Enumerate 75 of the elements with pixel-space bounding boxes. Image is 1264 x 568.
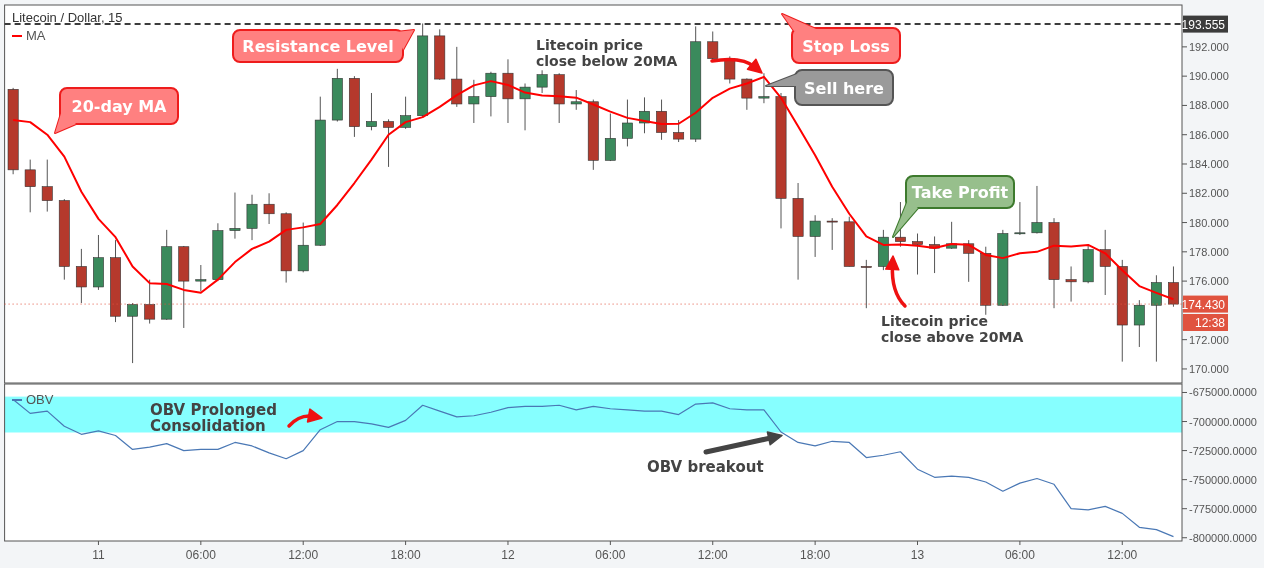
candlestick [366, 92, 377, 131]
x-tick-label: 18:00 [800, 548, 831, 562]
candlestick [741, 77, 753, 111]
y-tick-label: 176.000 [1189, 275, 1229, 288]
y-tick-label: 180.000 [1189, 216, 1229, 229]
candlestick [383, 118, 394, 168]
x-tick-label: 06:00 [1004, 548, 1036, 562]
candlestick [1133, 299, 1145, 348]
candlestick [570, 89, 582, 111]
annotation: Litecoin price close below 20MA [536, 37, 678, 69]
candlestick [1065, 265, 1077, 303]
y-tick-label: -725000.0000 [1189, 444, 1257, 457]
candlestick [1150, 274, 1162, 363]
candlestick [604, 112, 616, 162]
x-tick-label: 13 [910, 548, 925, 562]
annotation: OBV Prolonged Consolidation [150, 401, 277, 435]
annotation: Resistance Level [242, 37, 394, 56]
candlestick [1031, 185, 1043, 235]
candlestick [1014, 201, 1026, 236]
x-tick-label: 12 [501, 548, 515, 562]
candlestick [24, 159, 36, 213]
candlestick [622, 99, 633, 147]
candlestick [536, 69, 548, 94]
y-tick-label: -775000.0000 [1189, 502, 1257, 515]
y-tick-label: -750000.0000 [1189, 473, 1257, 486]
y-tick-label: 190.000 [1189, 70, 1229, 83]
y-tick-label: 178.000 [1189, 245, 1229, 258]
ref-line-label: 174.430 [1181, 297, 1226, 312]
x-tick-label: 06:00 [185, 548, 217, 562]
annotation: OBV breakout [647, 458, 764, 476]
y-tick-label: 172.000 [1189, 333, 1229, 346]
annotation: Take Profit [911, 183, 1009, 202]
x-tick-label: 11 [92, 548, 105, 562]
chart-title: Litecoin / Dollar, 15 [12, 10, 123, 25]
candlestick [485, 71, 497, 117]
candlestick [229, 192, 241, 240]
candlestick [860, 259, 872, 309]
x-tick-label: 18:00 [390, 548, 421, 562]
candlestick [41, 159, 53, 213]
candlestick [912, 233, 923, 276]
candlestick [758, 72, 770, 104]
candlestick [263, 192, 275, 225]
legend-label: MA [26, 28, 46, 43]
candlestick [75, 248, 87, 304]
y-tick-label: 192.000 [1189, 40, 1229, 53]
candlestick [468, 79, 480, 124]
annotation: Sell here [804, 78, 885, 98]
candlestick [144, 279, 156, 325]
ref-line-label: 193.555 [1181, 17, 1226, 32]
x-tick-label: 12:00 [1107, 548, 1138, 562]
x-tick-label: 06:00 [595, 548, 626, 562]
candlestick [1168, 265, 1179, 308]
y-tick-label: 186.000 [1189, 128, 1229, 141]
x-tick-label: 12:00 [288, 548, 319, 562]
candlestick [707, 31, 719, 61]
candlestick [673, 119, 685, 143]
y-tick-label: -675000.0000 [1189, 386, 1257, 399]
annotation: 20-day MA [71, 97, 168, 116]
candlestick [724, 55, 736, 84]
y-tick-label: 182.000 [1189, 187, 1229, 200]
candlestick [195, 264, 207, 292]
y-tick-label: -800000.0000 [1189, 531, 1257, 544]
candlestick [826, 217, 838, 251]
y-tick-label: 170.000 [1189, 362, 1229, 375]
legend-label: OBV [26, 392, 54, 407]
candlestick [809, 214, 821, 258]
y-tick-label: 184.000 [1189, 157, 1229, 170]
annotation: Litecoin price close above 20MA [881, 313, 1024, 345]
candlestick [127, 302, 138, 364]
text: 12:38 [1194, 316, 1226, 330]
x-tick-label: 12:00 [697, 548, 729, 562]
y-tick-label: -700000.0000 [1189, 415, 1257, 428]
annotation: Stop Loss [802, 36, 890, 56]
y-tick-label: 188.000 [1189, 99, 1229, 112]
candlestick [656, 99, 667, 141]
